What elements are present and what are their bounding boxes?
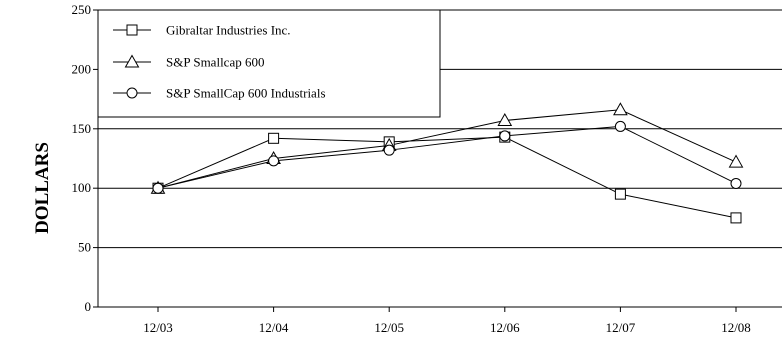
series-s-p-smallcap-600	[157, 109, 737, 189]
series-markers-gibraltar-industries-inc	[152, 131, 742, 224]
point-triangle-12-06	[497, 112, 513, 126]
point-circle-12-08	[730, 177, 742, 189]
legend-item-gibraltar-industries-inc: Gibraltar Industries Inc.	[113, 23, 291, 38]
y-tick-label-150: 150	[72, 121, 92, 136]
y-tick-label-50: 50	[78, 240, 91, 255]
legend-box	[97, 9, 441, 118]
point-square-12-08	[730, 212, 742, 224]
y-tick-label-0: 0	[85, 299, 92, 314]
x-tick-label-12-06: 12/06	[490, 320, 520, 335]
x-tick-label-12-03: 12/03	[143, 320, 173, 335]
legend-label: Gibraltar Industries Inc.	[166, 23, 291, 38]
series-gibraltar-industries-inc	[157, 136, 737, 219]
series-line-s-p-smallcap-600	[157, 109, 737, 189]
point-circle-12-06	[499, 130, 511, 142]
legend: Gibraltar Industries Inc. S&P Smallcap 60…	[97, 9, 441, 118]
point-square-12-07	[614, 188, 626, 200]
y-axis-label: DOLLARS	[32, 142, 53, 234]
y-tick-label-100: 100	[72, 180, 92, 195]
point-circle-12-07	[614, 120, 626, 132]
x-tick-label-12-04: 12/04	[259, 320, 289, 335]
y-tick-label-250: 250	[72, 2, 92, 17]
series-markers-s-p-smallcap-600-industrials	[152, 120, 742, 194]
point-triangle-12-08	[728, 154, 744, 168]
x-tick-label-12-05: 12/05	[374, 320, 404, 335]
legend-label: S&P Smallcap 600	[166, 55, 264, 70]
series-s-p-smallcap-600-industrials	[157, 125, 737, 189]
point-circle-12-04	[268, 155, 280, 167]
legend-item-s-p-smallcap-600-industrials: S&P SmallCap 600 Industrials	[113, 86, 326, 101]
legend-marker-circle	[126, 87, 138, 99]
x-tick-label-12-08: 12/08	[721, 320, 751, 335]
x-tick-label-12-07: 12/07	[606, 320, 636, 335]
point-circle-12-05	[383, 144, 395, 156]
legend-marker-square	[126, 24, 138, 36]
series-line-s-p-smallcap-600-industrials	[157, 125, 737, 189]
y-tick-labels: 0 50 100 150 200 250	[72, 2, 92, 314]
point-triangle-12-07	[613, 102, 628, 116]
series-line-gibraltar-industries-inc	[157, 136, 737, 219]
point-square-12-04	[268, 132, 280, 144]
point-circle-12-03	[152, 182, 164, 194]
y-tick-label-200: 200	[72, 61, 92, 76]
legend-marker-triangle	[124, 54, 140, 68]
legend-label: S&P SmallCap 600 Industrials	[166, 86, 326, 101]
x-tick-labels: 12/03 12/04 12/05 12/06 12/07 12/08	[143, 320, 751, 335]
series-group	[150, 102, 744, 224]
legend-item-s-p-smallcap-600: S&P Smallcap 600	[113, 54, 264, 70]
